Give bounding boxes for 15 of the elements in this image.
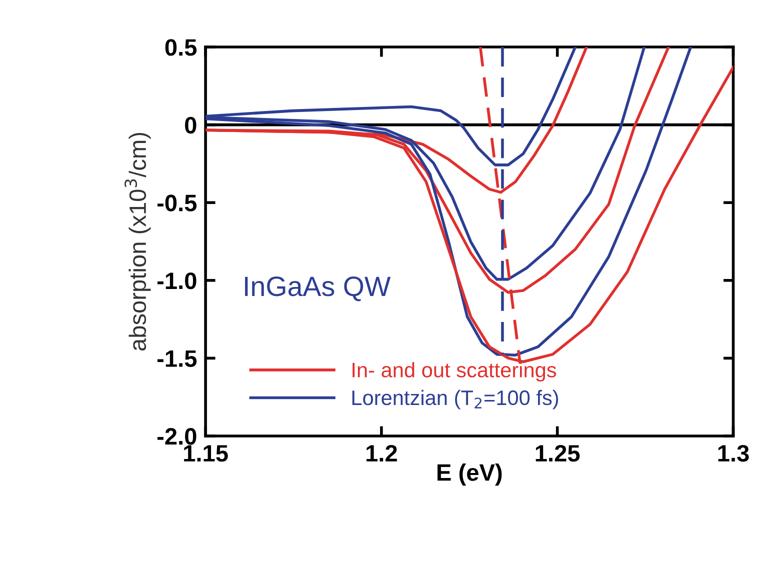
legend-label: Lorentzian (T$_{2}$=100 fs) <box>352 390 558 410</box>
y-tick-label: -1.5 <box>157 350 197 367</box>
annotation: InGaAs QW <box>245 276 391 302</box>
x-axis-title: E (eV) <box>438 464 502 486</box>
x-tick-label: 1.3 <box>718 444 749 462</box>
y-tick-label: 0 <box>185 116 196 134</box>
y-tick-label: -1.0 <box>157 272 196 290</box>
x-tick-label: 1.15 <box>184 445 228 462</box>
y-tick-label: 0.5 <box>165 39 197 56</box>
x-tick-label: 1.25 <box>536 444 580 462</box>
y-tick-label: -2.0 <box>157 428 196 445</box>
legend-label: In- and out scatterings <box>352 362 556 382</box>
y-axis-title: absorption (x10$^{3}$/cm) <box>124 132 151 351</box>
y-tick-label: -0.5 <box>157 194 197 212</box>
x-tick-label: 1.2 <box>366 444 397 462</box>
